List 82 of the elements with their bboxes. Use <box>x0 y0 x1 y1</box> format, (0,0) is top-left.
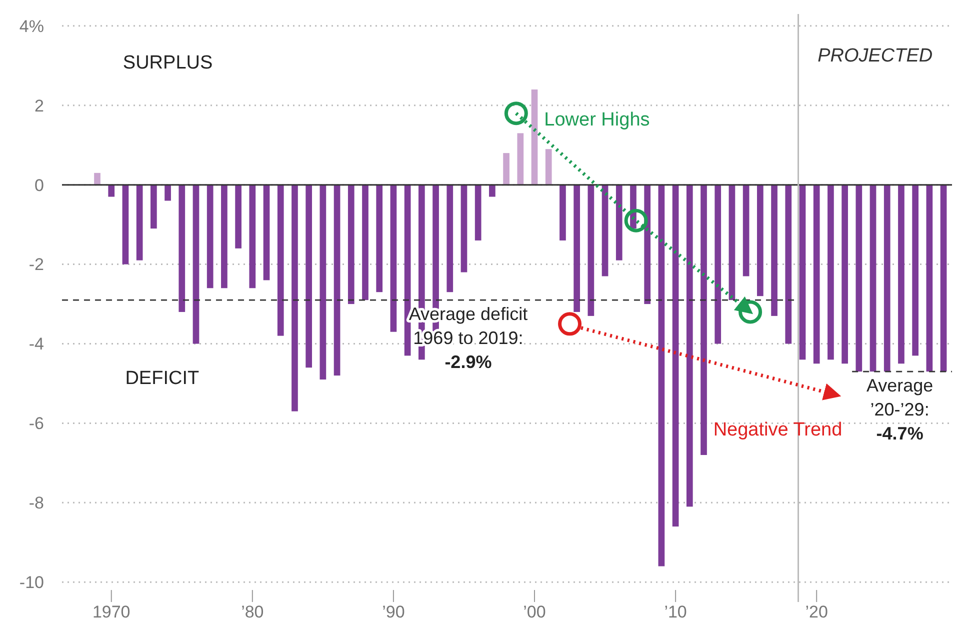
bar <box>94 172 100 185</box>
point <box>558 312 582 336</box>
bar <box>404 184 411 356</box>
bar <box>644 184 651 304</box>
bar <box>658 184 665 566</box>
bar <box>320 184 326 380</box>
series-label: Negative Trend <box>713 419 842 440</box>
bar <box>206 184 214 288</box>
bar <box>390 184 397 332</box>
bar <box>672 184 679 527</box>
bar <box>926 184 933 372</box>
bar <box>136 184 143 260</box>
bar <box>277 184 284 336</box>
bar <box>771 184 778 316</box>
bar <box>842 184 848 364</box>
point <box>624 208 648 232</box>
bar <box>122 184 129 264</box>
x-tick-label: ’80 <box>241 602 264 622</box>
x-tick-label: ’20 <box>805 602 828 622</box>
x-tick-label: 1970 <box>92 602 130 622</box>
y-tick-label: -10 <box>19 573 44 592</box>
bar <box>531 89 538 185</box>
bar <box>700 184 707 455</box>
bar <box>376 184 383 292</box>
bar <box>714 184 722 344</box>
bar <box>560 184 566 240</box>
bar <box>249 184 256 288</box>
bar <box>757 184 764 296</box>
bar <box>602 184 608 276</box>
bar <box>898 184 904 364</box>
bar <box>799 184 806 360</box>
bar <box>813 184 820 364</box>
bar <box>785 184 792 344</box>
bar <box>884 184 890 372</box>
annotation: DEFICIT <box>125 368 200 390</box>
x-tick-label: ’90 <box>382 602 405 622</box>
bar <box>150 184 157 229</box>
bar <box>728 184 736 300</box>
annotation: SURPLUS <box>122 52 213 74</box>
bar <box>517 133 524 185</box>
bar <box>574 184 580 312</box>
bar <box>545 149 552 185</box>
y-tick-label: -8 <box>28 494 44 513</box>
bar <box>460 184 468 272</box>
bar <box>686 184 693 507</box>
point <box>738 300 762 324</box>
y-tick-label: 4% <box>19 16 44 36</box>
x-tick-label: ’00 <box>523 602 546 622</box>
bar <box>164 184 171 201</box>
bar <box>742 184 750 276</box>
bar <box>362 184 368 300</box>
ref-line-label: PROJECTED <box>818 46 933 67</box>
y-tick-label: -2 <box>28 255 44 274</box>
bar <box>588 184 594 316</box>
ref-line-label: Average ’20-’29: -4.7% <box>866 376 934 444</box>
bar <box>616 184 622 260</box>
bar <box>108 184 115 197</box>
bar <box>489 184 496 197</box>
bar <box>334 184 340 376</box>
bar <box>828 184 834 360</box>
bar <box>178 184 186 312</box>
bar <box>474 184 482 240</box>
y-tick-label: -4 <box>28 334 44 354</box>
bar <box>856 184 862 372</box>
series-label: Lower Highs <box>544 109 650 130</box>
bar <box>912 184 918 356</box>
x-tick-label: ’10 <box>664 602 687 622</box>
bar <box>235 184 242 248</box>
bar <box>940 184 947 372</box>
y-tick-label: -6 <box>28 414 44 434</box>
bar <box>503 153 510 185</box>
bar <box>263 184 270 280</box>
bar <box>870 184 876 372</box>
y-tick-label: 2 <box>34 96 44 116</box>
bar <box>192 184 200 344</box>
bar <box>221 184 228 288</box>
bar <box>306 184 312 368</box>
bar <box>292 184 298 412</box>
bar <box>446 184 454 292</box>
y-tick-label: 0 <box>34 176 44 195</box>
bar <box>348 184 354 304</box>
point <box>504 102 528 126</box>
